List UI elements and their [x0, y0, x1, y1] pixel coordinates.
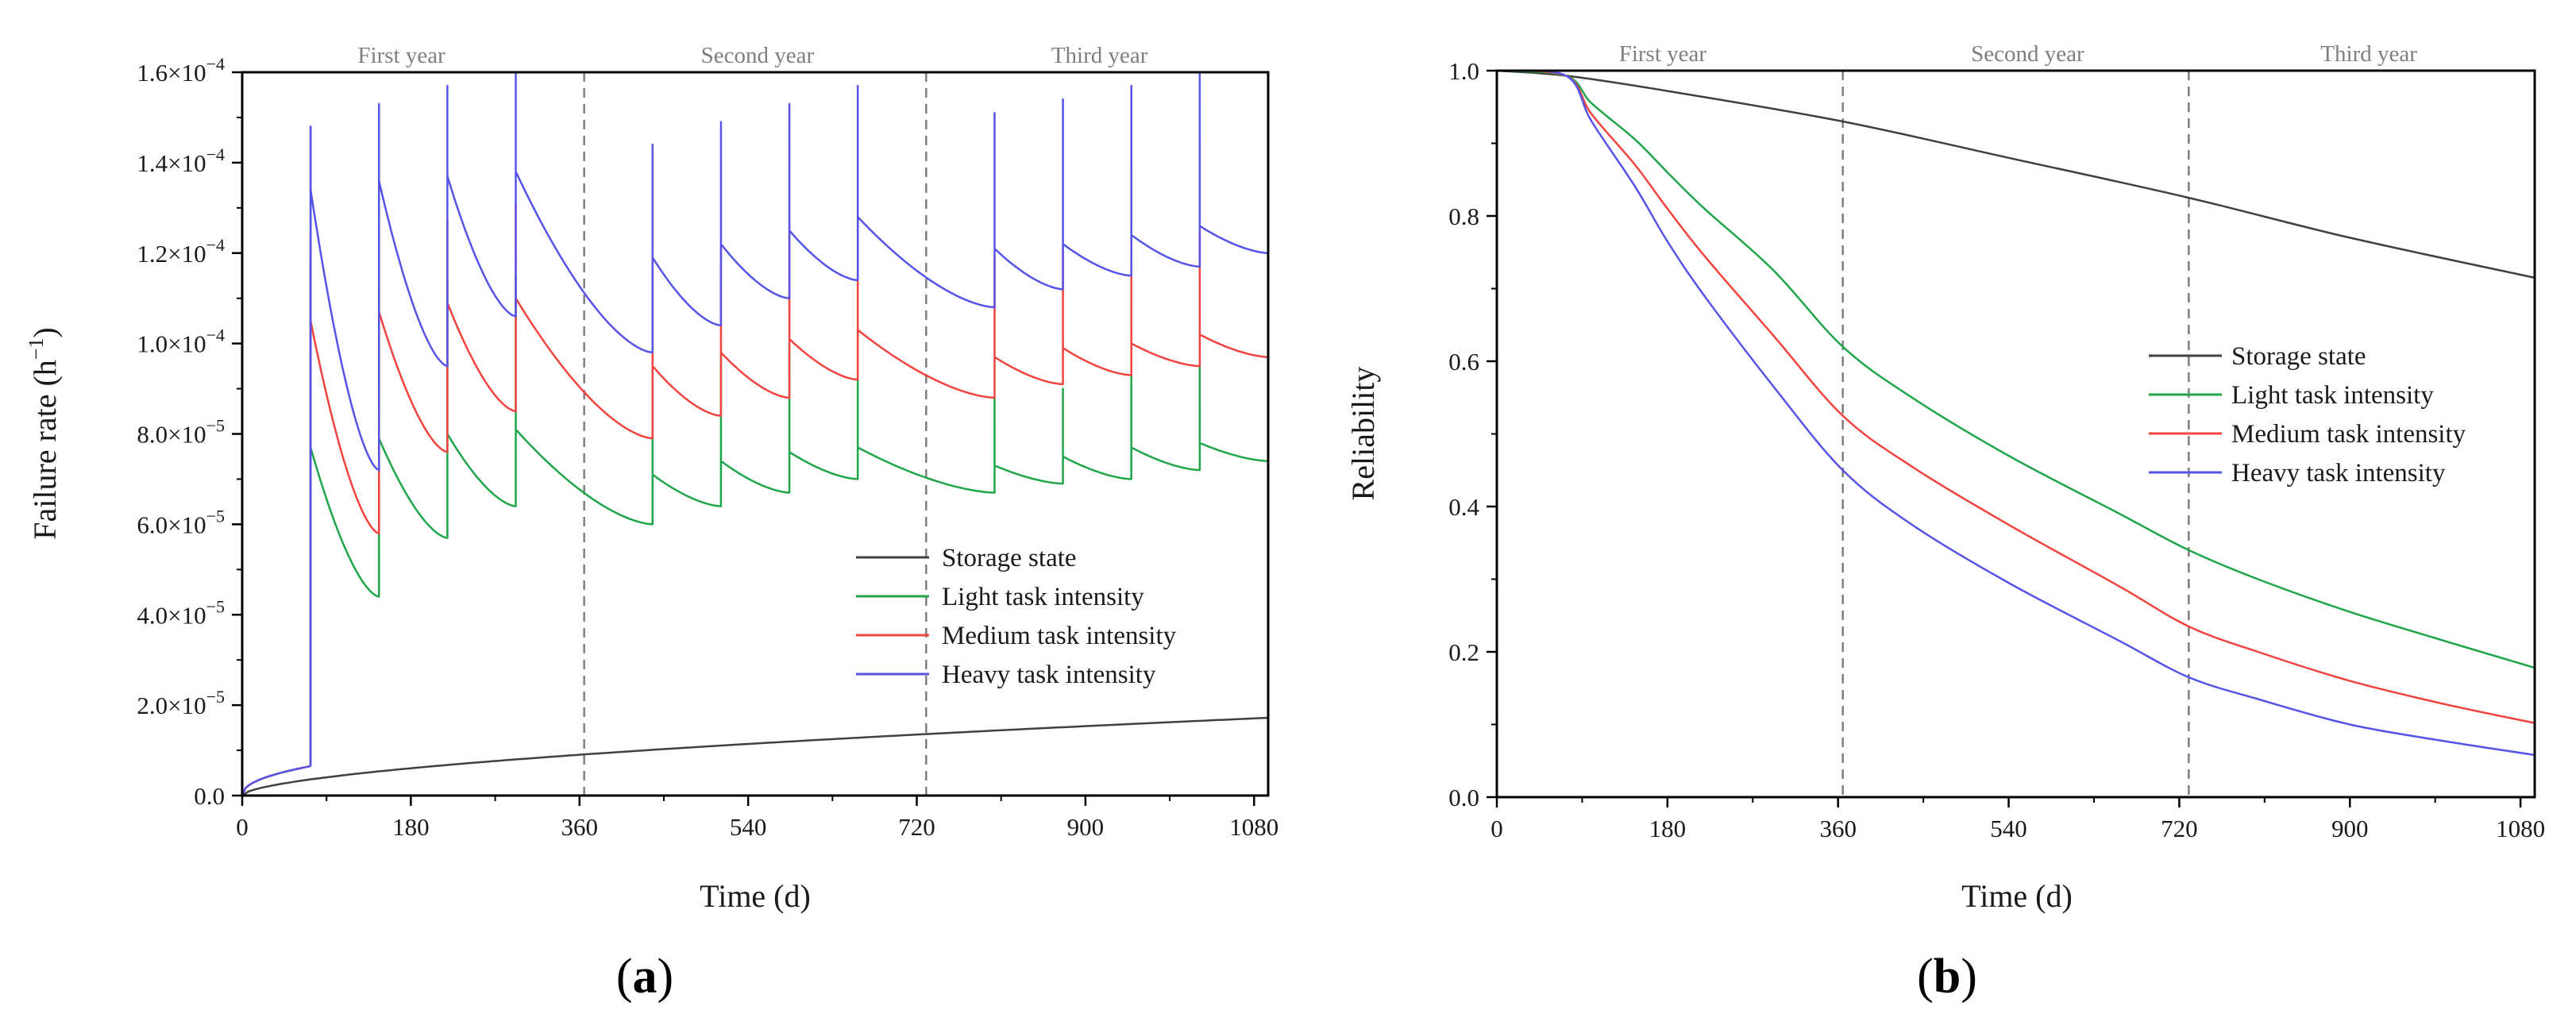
x-tick-label-6: 1080 [1229, 813, 1278, 841]
x-tick-label-1: 180 [392, 813, 430, 841]
year-divider-lines [583, 72, 927, 796]
x-tick-label-2: 360 [561, 813, 599, 841]
legend-label-light: Light task intensity [942, 583, 1144, 611]
year-labels: First year Second year Third year [1619, 41, 2418, 67]
x-tick-label-2: 360 [1819, 815, 1857, 842]
y-tick-label-0: 0.0 [1448, 784, 1479, 811]
year-labels: First year Second year Third year [357, 43, 1147, 68]
year-label-2: Third year [1051, 43, 1148, 68]
x-tick-label-6: 1080 [2496, 815, 2545, 842]
y-tick-labels: 0.0 0.2 0.4 0.6 0.8 1.0 [1448, 57, 1479, 811]
legend-label-medium: Medium task intensity [2231, 420, 2466, 449]
legend-label-light: Light task intensity [2231, 381, 2434, 410]
y-tick-label-8: 1.6×10−4 [137, 54, 225, 87]
y-tick-label-1: 2.0×10−5 [137, 687, 225, 719]
series-line-storage-state [241, 716, 1269, 797]
panel-label-b: (b) [1917, 950, 1977, 1004]
series-line-heavy-task-intensity [309, 71, 1269, 766]
legend-label-heavy: Heavy task intensity [942, 661, 1156, 689]
y-tick-label-1: 0.2 [1448, 638, 1479, 666]
x-tick-labels: 0 180 360 540 720 900 1080 [1490, 815, 2545, 842]
x-tick-label-3: 540 [730, 813, 767, 841]
y-tick-label-7: 1.4×10−4 [137, 145, 225, 177]
y-tick-label-6: 1.2×10−4 [137, 235, 225, 268]
legend: Storage state Light task intensity Mediu… [856, 544, 1177, 689]
year-label-1: Second year [701, 43, 815, 68]
year-divider-lines [1841, 71, 2190, 797]
x-tick-labels: 0 180 360 540 720 900 1080 [236, 813, 1278, 841]
series-line-storage-state [1496, 69, 2536, 279]
y-tick-label-5: 1.0×10−4 [137, 326, 225, 358]
y-tick-label-2: 4.0×10−5 [137, 596, 225, 629]
y-tick-labels: 0.0 2.0×10−5 4.0×10−5 6.0×10−5 8.0×10−5 1.0×1… [137, 54, 225, 810]
x-axis-title: Time (d) [1961, 878, 2073, 914]
plot-series [1496, 69, 2536, 757]
year-label-0: First year [1619, 41, 1707, 67]
legend-label-medium: Medium task intensity [942, 622, 1177, 650]
legend-label-storage: Storage state [942, 544, 1077, 572]
x-tick-label-0: 0 [1490, 815, 1503, 842]
x-tick-label-1: 180 [1649, 815, 1687, 842]
legend-label-storage: Storage state [2231, 342, 2366, 371]
x-tick-label-5: 900 [2331, 815, 2369, 842]
year-label-2: Third year [2320, 41, 2417, 67]
y-tick-label-3: 0.6 [1448, 348, 1479, 376]
series-line-light-task-intensity [1496, 69, 2536, 669]
year-label-1: Second year [1971, 41, 2084, 67]
legend: Storage state Light task intensity Mediu… [2149, 342, 2466, 487]
axis-ticks [1487, 69, 2522, 807]
panel-a-failure-rate: 0 180 360 540 720 900 1080 0.0 2.0×10−5 4.0×10−5… [25, 43, 1278, 1004]
series-line-light-task-intensity [309, 260, 1269, 766]
plot-series [241, 71, 1269, 797]
y-tick-label-3: 6.0×10−5 [137, 506, 225, 538]
y-tick-label-0: 0.0 [194, 782, 225, 810]
legend-label-heavy: Heavy task intensity [2231, 459, 2446, 487]
panel-label-a: (a) [616, 950, 673, 1004]
series-line-medium-task-intensity [1496, 69, 2536, 724]
axis-ticks [232, 71, 1255, 806]
x-tick-label-3: 540 [1990, 815, 2027, 842]
y-tick-label-5: 1.0 [1448, 57, 1479, 85]
y-tick-label-4: 0.8 [1448, 202, 1479, 230]
series-line-heavy-task-intensity [1496, 69, 2536, 757]
x-tick-label-4: 720 [2161, 815, 2198, 842]
x-tick-label-5: 900 [1067, 813, 1105, 841]
y-axis-title: Failure rate (h−1) [25, 327, 63, 540]
x-axis-title: Time (d) [700, 878, 811, 914]
x-tick-label-4: 720 [898, 813, 935, 841]
panel-b-reliability: 0 180 360 540 720 900 1080 0.00.20.40.60.81.0 … [1345, 41, 2545, 1004]
y-axis-title: Reliability [1345, 367, 1381, 501]
y-tick-label-2: 0.4 [1448, 493, 1479, 521]
x-tick-label-0: 0 [236, 813, 249, 841]
series-line-medium-task-intensity [309, 202, 1269, 766]
year-label-0: First year [357, 43, 445, 68]
y-tick-label-4: 8.0×10−5 [137, 416, 225, 449]
series-line-start-3 [241, 765, 311, 796]
